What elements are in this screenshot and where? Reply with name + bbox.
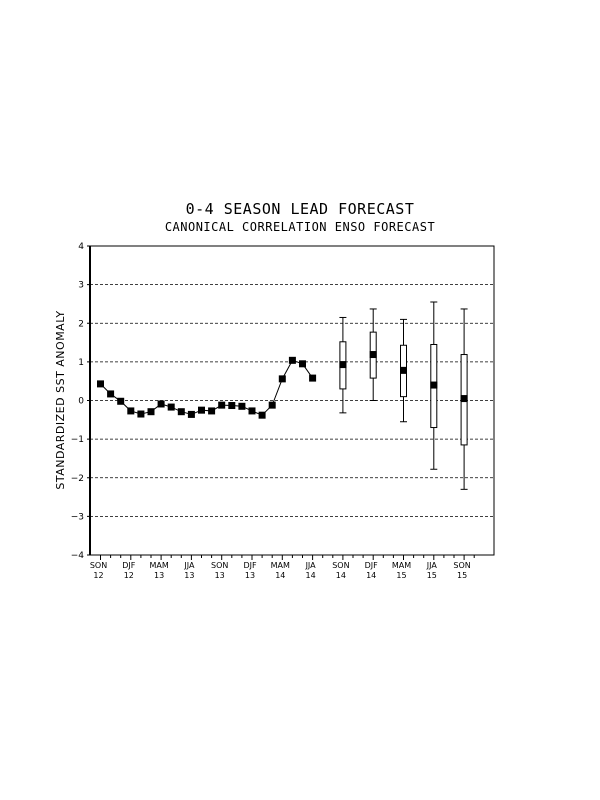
observed-point: [228, 402, 236, 410]
x-tick-label-year: 14: [275, 571, 285, 580]
observed-point: [268, 401, 276, 409]
y-tick-label: 2: [78, 319, 84, 329]
x-tick-label-season: JJA: [183, 561, 195, 570]
observed-point: [127, 407, 135, 415]
observed-point: [288, 356, 296, 364]
x-tick-label-season: DJF: [243, 561, 257, 570]
x-tick-label-season: MAM: [271, 561, 290, 570]
forecast-median-point: [460, 395, 468, 403]
x-tick-label-season: JJA: [305, 561, 317, 570]
x-tick-label-year: 15: [396, 571, 406, 580]
observed-point: [309, 374, 317, 382]
x-tick-label-year: 13: [154, 571, 164, 580]
observed-point: [258, 411, 266, 419]
y-tick-label: −2: [71, 474, 84, 484]
observed-point: [167, 403, 175, 411]
forecast-median-point: [400, 366, 407, 374]
observed-point: [137, 410, 145, 418]
forecast-median-point: [369, 351, 377, 359]
x-tick-label-year: 15: [427, 571, 437, 580]
observed-point: [147, 408, 155, 416]
observed-point: [299, 360, 306, 368]
forecast-box: [369, 308, 377, 401]
y-tick-label: 4: [78, 242, 84, 252]
x-tick-label-year: 13: [184, 571, 194, 580]
y-tick-label: 3: [78, 281, 84, 291]
x-tick-label-season: DJF: [365, 561, 379, 570]
observed-point: [177, 408, 185, 416]
observed-point: [97, 380, 104, 388]
x-tick-label-season: DJF: [122, 561, 136, 570]
x-tick-label-season: JJA: [426, 561, 438, 570]
x-tick-label-year: 14: [306, 571, 316, 580]
x-tick-label-year: 13: [245, 571, 255, 580]
observed-point: [117, 397, 125, 405]
x-tick-label-season: SON: [90, 561, 107, 570]
y-tick-label: −1: [71, 435, 84, 445]
x-tick-label-season: SON: [332, 561, 349, 570]
chart-subtitle: CANONICAL CORRELATION ENSO FORECAST: [164, 220, 436, 234]
observed-point: [248, 407, 256, 415]
observed-point: [187, 410, 195, 418]
x-tick-label-year: 15: [457, 571, 467, 580]
x-tick-labels: SON12DJF12MAM13JJA13SON13DJF13MAM14JJA14…: [90, 555, 475, 580]
forecast-median-point: [339, 361, 347, 369]
gridlines: [90, 284, 494, 517]
observed-line: [100, 359, 314, 416]
forecast-median-point: [430, 381, 438, 389]
y-tick-label: −3: [71, 512, 84, 522]
observed-point: [198, 406, 205, 414]
y-tick-label: 0: [78, 397, 84, 407]
y-tick-label: −4: [71, 551, 85, 561]
x-tick-label-season: MAM: [149, 561, 168, 570]
forecast-box: [460, 308, 468, 490]
x-tick-label-year: 12: [93, 571, 103, 580]
observed-point: [107, 390, 115, 398]
observed-point: [238, 402, 246, 410]
x-tick-label-year: 14: [336, 571, 346, 580]
y-tick-label: 1: [78, 358, 84, 368]
forecast-boxes: [339, 301, 468, 490]
observed-point: [218, 401, 226, 409]
x-tick-label-year: 13: [215, 571, 225, 580]
x-tick-label-season: SON: [453, 561, 470, 570]
x-tick-label-year: 14: [366, 571, 376, 580]
forecast-box: [430, 301, 438, 470]
x-tick-label-season: SON: [211, 561, 228, 570]
observed-point: [157, 400, 165, 408]
forecast-box: [400, 318, 407, 423]
observed-point: [208, 407, 216, 415]
observed-series: [97, 356, 317, 419]
x-tick-label-year: 12: [124, 571, 134, 580]
x-tick-label-season: MAM: [392, 561, 411, 570]
forecast-box: [339, 316, 347, 414]
y-tick-labels: 4 3 2 1 0 −1 −2 −3 −4: [71, 242, 90, 561]
observed-point: [278, 375, 286, 383]
chart-title: 0-4 SEASON LEAD FORECAST: [185, 200, 415, 218]
y-axis-label: STANDARDIZED SST ANOMALY: [54, 310, 67, 489]
